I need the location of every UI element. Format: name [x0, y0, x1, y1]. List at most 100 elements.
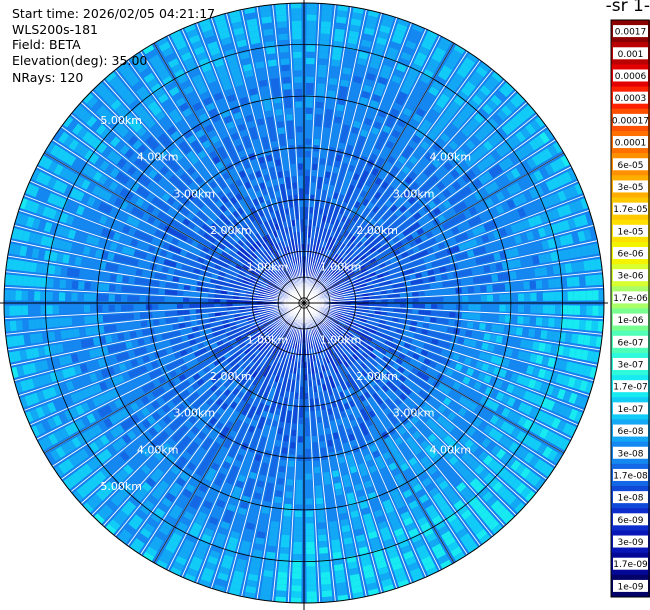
ray-gate — [71, 292, 78, 301]
ray-gate — [155, 264, 163, 272]
ray-gate — [139, 347, 148, 355]
ray-gate — [260, 317, 267, 322]
ray-gate — [239, 271, 246, 276]
ray-gate — [256, 381, 263, 389]
ray-gate — [208, 313, 215, 318]
ray-gate — [409, 240, 417, 248]
ray-gate — [383, 190, 391, 199]
ray-gate — [85, 234, 94, 245]
ray-gate — [548, 278, 555, 288]
ray-gate — [526, 436, 537, 449]
ray-gate — [362, 271, 369, 276]
ray-gate — [331, 309, 338, 312]
ray-gate — [334, 412, 341, 420]
ray-gate — [519, 257, 528, 267]
ray-gate — [357, 495, 367, 504]
ray-gate — [386, 312, 394, 317]
ray-gate — [384, 92, 395, 101]
ray-gate — [232, 296, 240, 299]
ray-gate — [88, 349, 97, 359]
ray-gate — [311, 176, 317, 183]
ray-gate — [356, 141, 364, 149]
ray-gate — [258, 474, 266, 482]
ray-gate — [209, 417, 218, 426]
ray-gate — [285, 326, 290, 333]
ray-gate — [521, 161, 532, 173]
ray-gate — [122, 225, 131, 234]
ray-gate — [348, 138, 356, 147]
ray-gate — [238, 303, 246, 306]
ray-gate — [505, 100, 517, 113]
ray-gate — [369, 153, 378, 162]
ray-gate — [389, 367, 397, 375]
ray-gate — [153, 468, 164, 478]
ray-gate — [505, 493, 517, 506]
ray-gate — [344, 543, 355, 551]
ray-gate — [256, 334, 263, 340]
radial-ray-bins — [4, 3, 604, 603]
ray-gate — [86, 259, 95, 268]
ray-gate — [152, 280, 160, 287]
ray-gate — [229, 497, 238, 507]
ray-gate — [345, 247, 352, 255]
ray-gate — [543, 225, 553, 236]
ray-gate — [214, 312, 222, 317]
ray-gate — [279, 459, 287, 467]
ray-gate — [372, 205, 380, 214]
ray-gate — [65, 280, 73, 289]
ray-gate — [399, 313, 406, 319]
ray-separator — [167, 302, 305, 571]
ray-separator — [303, 302, 506, 527]
ray-gate — [197, 229, 206, 237]
ray-gate — [126, 430, 137, 441]
ray-gate — [235, 453, 244, 462]
ray-gate — [393, 69, 405, 79]
ray-gate — [253, 414, 260, 422]
ray-gate — [116, 374, 125, 384]
ray-gate — [45, 452, 56, 465]
ray-gate — [256, 531, 266, 539]
ray-gate — [223, 482, 233, 491]
ray-gate — [306, 535, 315, 542]
ray-gate — [364, 250, 372, 257]
ray-gate — [320, 151, 327, 159]
ray-gate — [415, 129, 425, 139]
ray-gate — [349, 198, 356, 206]
ray-gate — [227, 314, 235, 319]
ray-gate — [517, 304, 525, 313]
ray-gate — [528, 392, 538, 404]
ray-gate — [305, 82, 314, 90]
ray-gate — [174, 367, 183, 375]
ray-gate — [529, 119, 541, 132]
ray-gate — [434, 75, 446, 86]
ray-gate — [325, 108, 333, 116]
ray-gate — [566, 277, 574, 287]
ray-gate — [231, 465, 240, 474]
ray-gate — [586, 290, 593, 301]
ray-gate — [495, 262, 503, 271]
ray-gate — [182, 355, 191, 363]
ray-gate — [386, 264, 394, 270]
ray-gate — [431, 81, 443, 91]
ray-gate — [128, 519, 140, 530]
ray-gate — [393, 308, 400, 313]
ray-gate — [105, 335, 113, 344]
ray-gate — [43, 373, 53, 385]
ray-gate — [586, 305, 593, 316]
ray-gate — [109, 167, 120, 178]
ray-gate — [336, 10, 348, 18]
ray-gate — [295, 330, 298, 337]
ray-gate — [176, 304, 184, 309]
ray-gate — [241, 495, 251, 504]
ray-gate — [341, 261, 348, 268]
ray-gate — [308, 225, 312, 232]
ray-gate — [331, 331, 337, 338]
ray-gate — [214, 299, 221, 303]
ray-gate — [329, 267, 335, 273]
ray-gate — [97, 238, 106, 248]
ray-gate — [308, 324, 311, 331]
ray-gate — [304, 200, 309, 207]
ray-gate — [506, 474, 518, 486]
ray-gate — [397, 277, 404, 283]
ray-gate — [305, 88, 314, 96]
